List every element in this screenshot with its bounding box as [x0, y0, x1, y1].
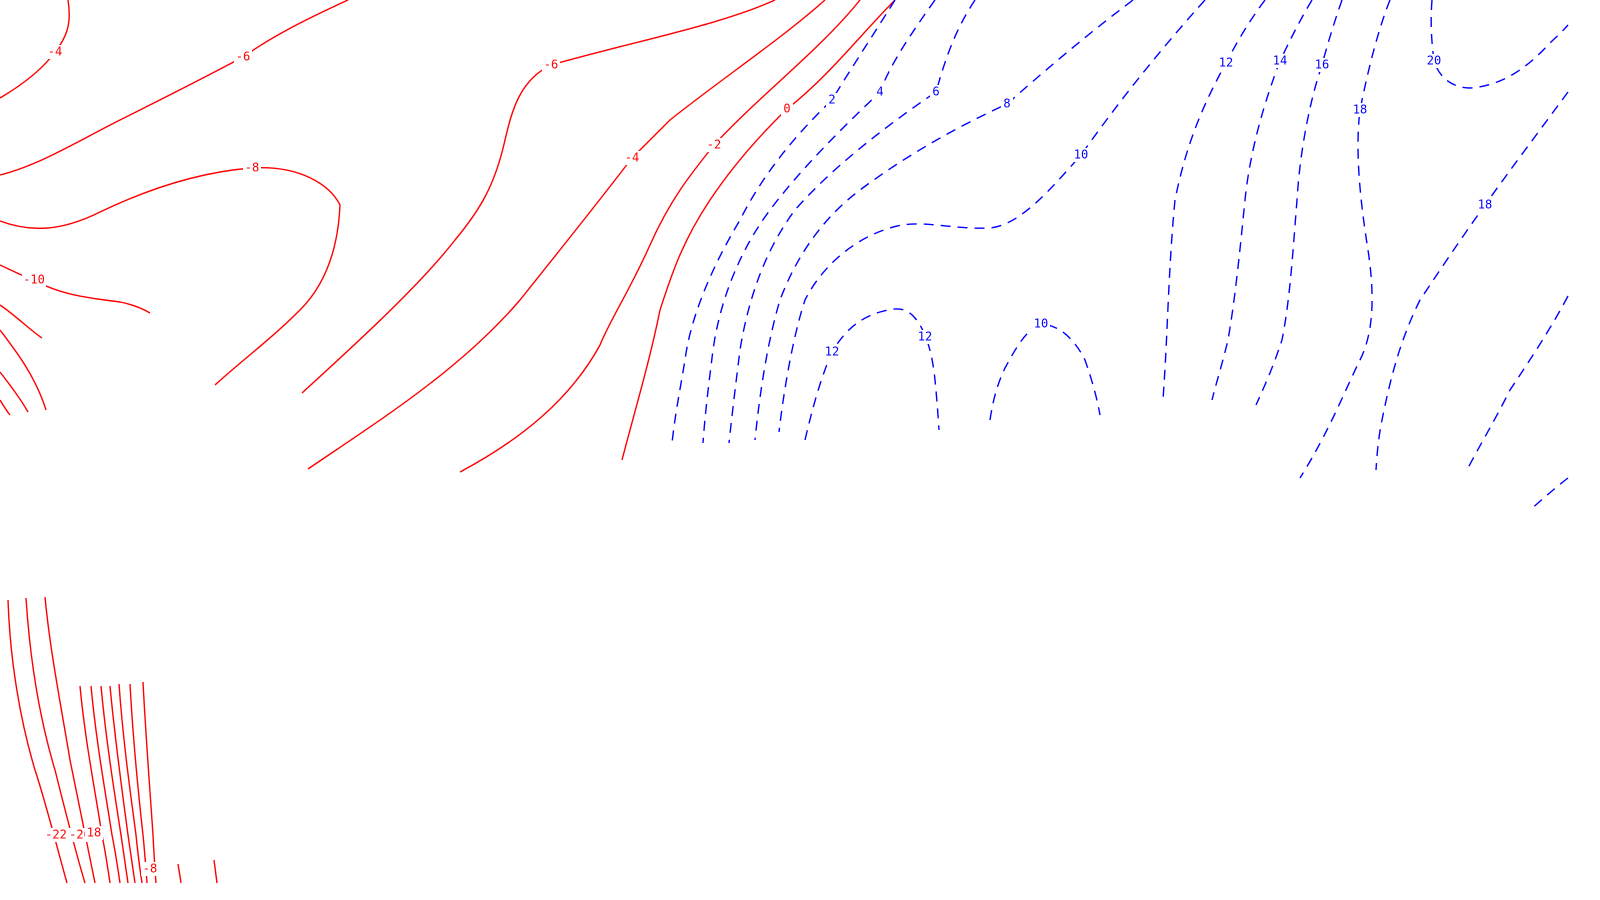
contour-line — [1255, 0, 1343, 406]
contour-label: 6 — [932, 85, 939, 99]
contour-label: -4 — [48, 45, 62, 59]
contour-line — [90, 685, 121, 884]
contour-line — [1529, 477, 1569, 511]
contour-line — [109, 685, 136, 884]
contour-line — [177, 863, 182, 884]
contour-line — [25, 597, 86, 884]
contour-label: 12 — [825, 345, 839, 359]
positive-contours — [671, 0, 1569, 511]
contour-line — [804, 308, 940, 441]
contour-label: 8 — [1003, 97, 1010, 111]
negative-contours — [0, 0, 896, 884]
contour-line — [0, 0, 349, 176]
contour-label: 10 — [1074, 148, 1088, 162]
contour-label: 18 — [87, 826, 101, 840]
contour-label: 10 — [1034, 317, 1048, 331]
contour-line — [118, 683, 143, 884]
contour-label: 12 — [1219, 56, 1233, 70]
contour-line — [989, 323, 1101, 421]
contour-label: -22 — [45, 828, 67, 842]
contour-line — [621, 0, 896, 461]
contour-line — [44, 596, 96, 884]
contour-line — [1211, 0, 1313, 401]
contour-label: 2 — [828, 93, 835, 107]
contour-labels: -4 -6 -6 -8 -10 -4 -2 0 2 4 6 8 10 12 14… — [22, 45, 1494, 876]
contour-line — [754, 0, 1134, 441]
contour-line — [213, 859, 218, 884]
contour-line — [1430, 0, 1569, 89]
contour-label: -6 — [236, 50, 250, 64]
contour-label: 18 — [1478, 198, 1492, 212]
contour-line — [0, 167, 341, 386]
contour-line — [671, 0, 896, 444]
contour-label: 16 — [1315, 58, 1329, 72]
contour-label: -10 — [23, 273, 45, 287]
contour-line — [0, 399, 11, 416]
contour-line — [728, 0, 976, 444]
contour-label: 20 — [1427, 54, 1441, 68]
contour-line — [459, 0, 861, 473]
contour-line — [1162, 0, 1266, 401]
contour-label: -2 — [707, 138, 721, 152]
contour-line — [307, 0, 826, 470]
contour-label: 12 — [918, 330, 932, 344]
contour-label: 18 — [1353, 103, 1367, 117]
contour-line — [0, 264, 151, 314]
contour-label: 0 — [783, 102, 790, 116]
contour-label: 14 — [1273, 54, 1287, 68]
contour-line — [0, 371, 29, 413]
contour-line — [100, 685, 129, 884]
contour-line — [79, 685, 111, 884]
contour-label: -8 — [143, 862, 157, 876]
contour-line — [0, 304, 43, 339]
contour-label: 4 — [876, 85, 883, 99]
contour-line — [301, 0, 776, 394]
contour-line — [0, 329, 47, 411]
contour-line — [702, 0, 936, 444]
contour-line — [1467, 295, 1569, 469]
contour-line — [1375, 91, 1569, 471]
contour-label: -6 — [544, 58, 558, 72]
contour-line — [778, 0, 1206, 433]
contour-label: -4 — [625, 151, 639, 165]
contour-label: -8 — [245, 161, 259, 175]
